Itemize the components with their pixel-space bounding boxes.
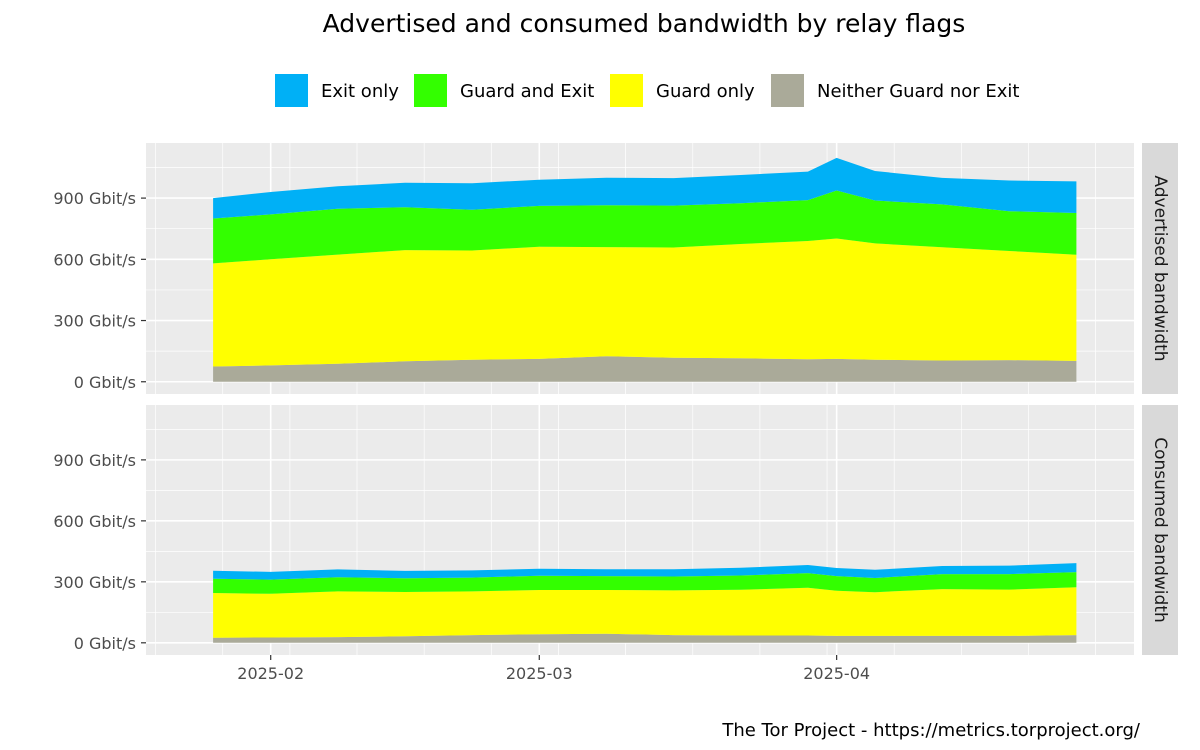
x-tick-label: 2025-04 [803, 664, 870, 683]
legend-swatch [771, 74, 804, 107]
legend-swatch [414, 74, 447, 107]
legend-entry-exit: Exit only [275, 74, 399, 107]
area-guard [213, 587, 1077, 638]
legend-label: Exit only [321, 81, 399, 102]
legend-label: Guard and Exit [460, 81, 594, 102]
facet-strip-label: Consumed bandwidth [1150, 437, 1170, 623]
facet-strip-label: Advertised bandwidth [1150, 175, 1170, 361]
area-neither [213, 633, 1077, 643]
area-exit [213, 157, 1077, 219]
y-tick-label: 0 Gbit/s [74, 373, 136, 392]
facet-strip [1142, 143, 1178, 394]
panels: 0 Gbit/s 300 Gbit/s 600 Gbit/s 900 Gbit/s Ad… [53, 143, 1178, 655]
legend-label: Guard only [656, 81, 755, 102]
y-tick-label: 600 Gbit/s [53, 512, 136, 531]
y-tick-label: 300 Gbit/s [53, 312, 136, 331]
panel-consumed: 0 Gbit/s 300 Gbit/s 600 Gbit/s 900 Gbit/s Co… [53, 405, 1178, 655]
y-tick-label: 600 Gbit/s [53, 250, 136, 269]
area-guard [213, 238, 1077, 367]
legend-swatch [275, 74, 308, 107]
panel-advertised: 0 Gbit/s 300 Gbit/s 600 Gbit/s 900 Gbit/s Ad… [53, 143, 1178, 394]
area-guard-exit [213, 190, 1077, 264]
legend-entry-guard-exit: Guard and Exit [414, 74, 594, 107]
y-tick-label: 0 Gbit/s [74, 634, 136, 653]
chart-caption: The Tor Project - https://metrics.torpro… [721, 720, 1141, 741]
legend-swatch [610, 74, 643, 107]
area-guard-exit [213, 572, 1077, 594]
facet-strip [1142, 405, 1178, 655]
chart-title: Advertised and consumed bandwidth by rel… [323, 9, 966, 38]
y-tick-label: 900 Gbit/s [53, 451, 136, 470]
area-exit [213, 563, 1077, 580]
legend-label: Neither Guard nor Exit [817, 81, 1019, 102]
legend-entry-guard: Guard only [610, 74, 755, 107]
x-tick-label: 2025-02 [237, 664, 304, 683]
y-tick-label: 300 Gbit/s [53, 573, 136, 592]
legend-entry-neither: Neither Guard nor Exit [771, 74, 1019, 107]
area-neither [213, 356, 1077, 382]
x-axis: 2025-02 2025-03 2025-04 [237, 655, 870, 683]
x-tick-label: 2025-03 [506, 664, 573, 683]
legend: Exit only Guard and Exit Guard only Neither… [275, 74, 1019, 107]
y-tick-label: 900 Gbit/s [53, 189, 136, 208]
